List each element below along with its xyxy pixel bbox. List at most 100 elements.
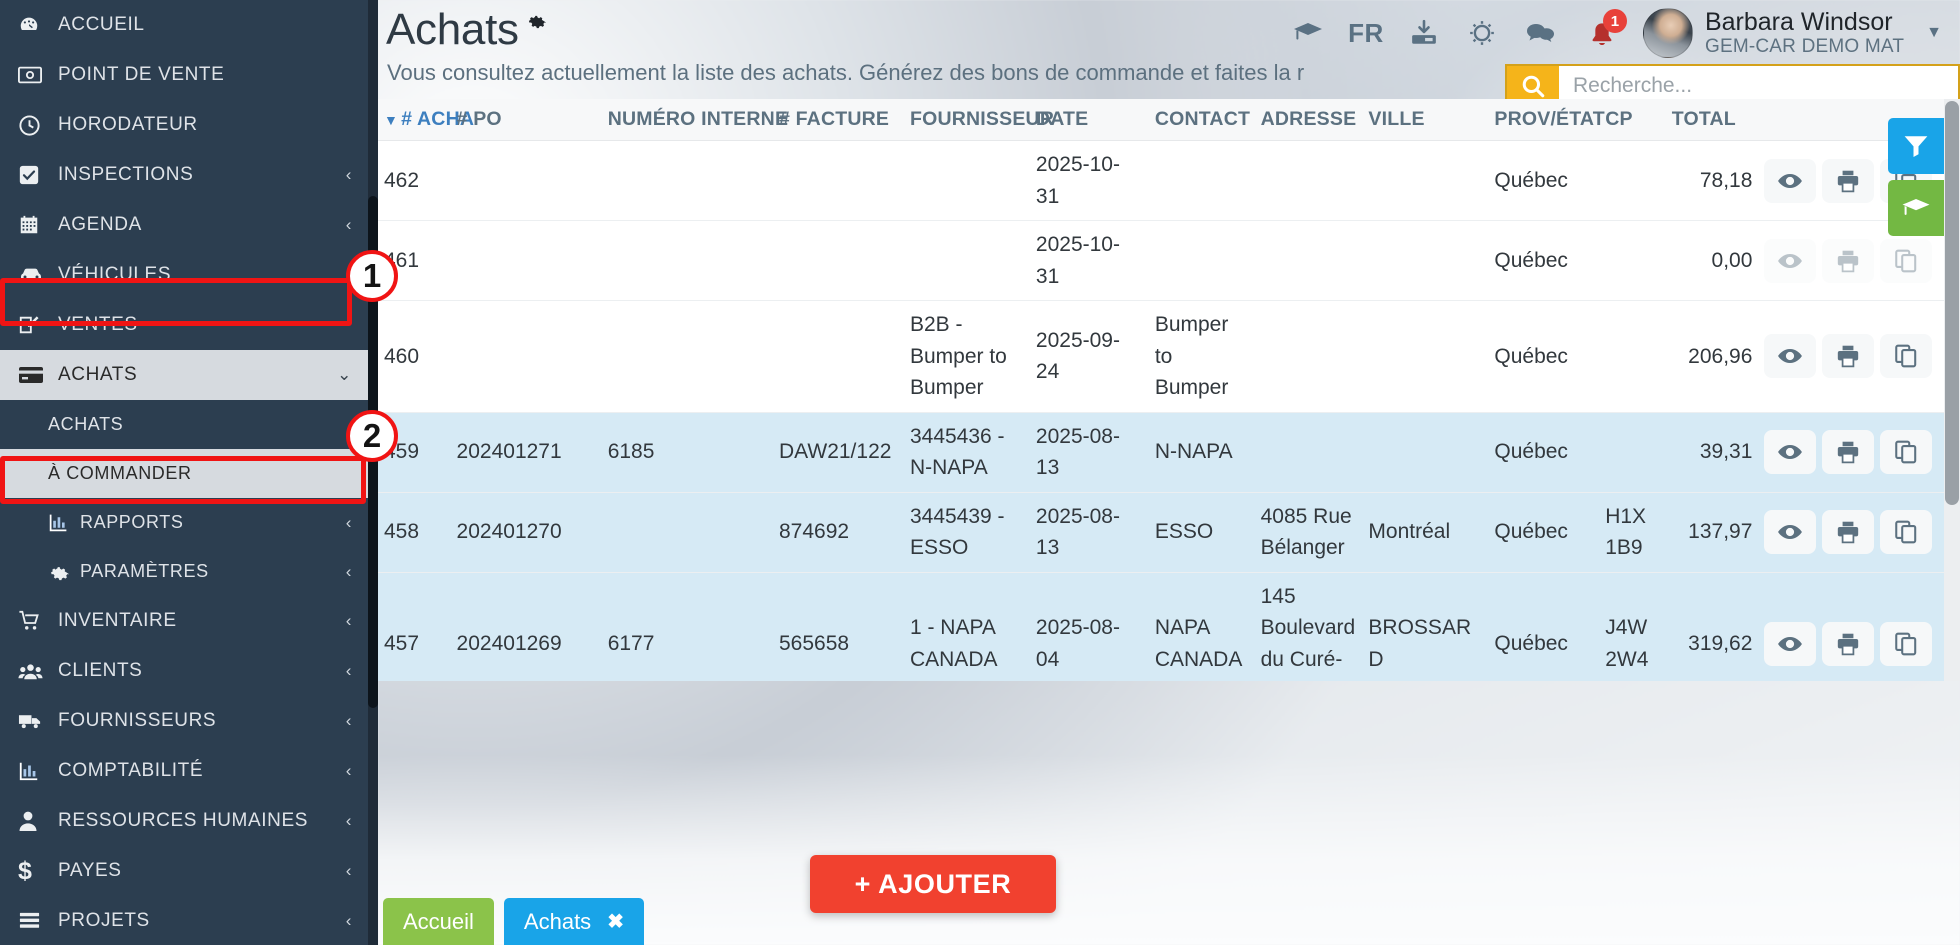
table-row[interactable]: 460 B2B - Bumper to Bumper 2025-09-24 Bumpe… xyxy=(378,300,1960,413)
table-header-row: ▼ # ACHA # PO NUMÉRO INTERNE # FACTURE FO… xyxy=(378,99,1960,141)
sidebar-item-agenda[interactable]: AGENDA ‹ xyxy=(0,200,378,250)
table-row[interactable]: 462 2025-10-31 Québec 78,18 xyxy=(378,140,1960,221)
annotation-label: 1 xyxy=(362,257,382,294)
cell-ville xyxy=(1362,412,1489,493)
sidebar-item-horodateur[interactable]: INSPECTIONS HORODATEUR xyxy=(0,100,378,150)
add-button[interactable]: + AJOUTER xyxy=(810,855,1056,913)
copy-icon[interactable] xyxy=(1880,510,1933,554)
column-header-prov-etat[interactable]: PROV/ÉTAT xyxy=(1488,99,1605,141)
printer-icon[interactable] xyxy=(1822,158,1875,203)
chevron-down-icon[interactable]: ▼ xyxy=(1926,24,1942,41)
cell-adresse xyxy=(1254,412,1363,493)
sidebar-subitem-a-commander[interactable]: À COMMANDER xyxy=(0,449,378,498)
table-row[interactable]: 458 202401270 874692 3445439 - ESSO 2025-08-… xyxy=(378,492,1960,573)
bottom-tab-accueil[interactable]: Accueil xyxy=(383,898,494,945)
filter-icon xyxy=(1903,134,1929,158)
avatar xyxy=(1642,8,1693,58)
sidebar-subitem-parametres[interactable]: PARAMÈTRES ‹ xyxy=(0,547,378,596)
language-icon[interactable]: FR xyxy=(1348,17,1384,48)
sidebar-item-inspections[interactable]: INSPECTIONS ‹ xyxy=(0,150,378,200)
cell-numero-interne xyxy=(601,140,773,221)
column-header-facture[interactable]: # FACTURE xyxy=(772,99,904,141)
cell-actions xyxy=(1758,492,1960,573)
sidebar-item-ressources-humaines[interactable]: RESSOURCES HUMAINES ‹ xyxy=(0,796,378,846)
column-header-cp[interactable]: CP xyxy=(1599,99,1666,141)
sidebar-item-comptabilite[interactable]: COMPTABILITÉ ‹ xyxy=(0,746,378,796)
chevron-left-icon: ‹ xyxy=(345,711,352,730)
sidebar-item-payes[interactable]: $ PAYES ‹ xyxy=(0,846,378,896)
column-header-po[interactable]: # PO xyxy=(450,99,602,141)
notifications-bell[interactable]: 1 xyxy=(1569,8,1635,58)
eye-icon[interactable] xyxy=(1764,238,1817,283)
sidebar-item-inventaire[interactable]: INVENTAIRE ‹ xyxy=(0,596,378,646)
column-header-total[interactable]: TOTAL xyxy=(1665,99,1759,141)
close-icon[interactable]: ✖ xyxy=(607,911,624,933)
copy-icon[interactable] xyxy=(1880,430,1933,474)
sidebar-item-vehicules[interactable]: VÉHICULES ‹ xyxy=(0,250,378,300)
column-header-numero-interne[interactable]: NUMÉRO INTERNE xyxy=(601,99,788,141)
sidebar-item-clients[interactable]: CLIENTS ‹ xyxy=(0,646,378,696)
sidebar-item-accueil[interactable]: ACCUEIL xyxy=(0,0,378,50)
sidebar-item-point-de-vente[interactable]: POINT DE VENTE xyxy=(0,50,378,100)
table-row[interactable]: 457 202401269 6177 565658 1 - NAPA CANADA 202… xyxy=(378,572,1960,681)
eye-icon[interactable] xyxy=(1764,621,1817,666)
bar-chart-icon xyxy=(18,760,58,782)
table-row[interactable]: 461 2025-10-31 Québec 0,00 xyxy=(378,220,1960,301)
graduation-cap-icon[interactable] xyxy=(1279,8,1337,58)
column-header-fournisseur[interactable]: FOURNISSEUR xyxy=(903,99,1054,141)
column-header-contact[interactable]: CONTACT xyxy=(1148,99,1255,141)
cell-prov: Québec xyxy=(1488,572,1600,681)
column-header-acha[interactable]: ▼ # ACHA xyxy=(378,99,474,141)
printer-icon[interactable] xyxy=(1822,621,1875,666)
column-header-adresse[interactable]: ADRESSE xyxy=(1254,99,1363,141)
printer-icon[interactable] xyxy=(1822,238,1875,283)
column-header-date[interactable]: DATE xyxy=(1029,99,1149,141)
copy-icon[interactable] xyxy=(1880,238,1933,283)
cell-numero-interne xyxy=(601,220,773,301)
sidebar-item-label: FOURNISSEURS xyxy=(58,710,217,731)
copy-icon[interactable] xyxy=(1880,334,1933,379)
cell-contact: ESSO xyxy=(1148,492,1255,573)
training-tab[interactable] xyxy=(1888,180,1944,236)
cell-contact xyxy=(1148,140,1255,221)
sidebar-item-fournisseurs[interactable]: FOURNISSEURS ‹ xyxy=(0,696,378,746)
bar-chart-icon xyxy=(36,512,80,533)
table-scrollbar-thumb[interactable] xyxy=(1945,101,1959,505)
cell-date: 2025-08-13 xyxy=(1029,412,1149,493)
cell-acha: 457 xyxy=(378,572,451,681)
download-icon[interactable] xyxy=(1395,8,1453,58)
cell-ville xyxy=(1362,220,1489,301)
column-header-ville[interactable]: VILLE xyxy=(1362,99,1489,141)
chevron-left-icon: ‹ xyxy=(345,661,352,680)
sidebar-item-label: ACHATS xyxy=(58,364,138,385)
cell-facture xyxy=(772,220,904,301)
sidebar-item-ventes[interactable]: VENTES xyxy=(0,300,378,350)
page-subtitle: Vous consultez actuellement la liste des… xyxy=(387,60,1305,85)
sidebar-scrollbar-track[interactable] xyxy=(368,0,378,945)
printer-icon[interactable] xyxy=(1822,510,1875,554)
sidebar-subitem-rapports[interactable]: RAPPORTS ‹ xyxy=(0,498,378,547)
chat-icon[interactable] xyxy=(1511,8,1569,58)
cell-actions xyxy=(1758,572,1960,681)
user-menu[interactable]: Barbara Windsor GEM-CAR DEMO MAT ▼ xyxy=(1635,8,1948,59)
sidebar-item-projets[interactable]: PROJETS ‹ xyxy=(0,896,378,945)
eye-icon[interactable] xyxy=(1764,510,1817,554)
settings-sun-icon[interactable] xyxy=(1453,8,1511,58)
gear-icon[interactable] xyxy=(526,10,546,30)
sidebar-subitem-achats[interactable]: ACHATS xyxy=(0,400,378,449)
column-header-label: # ACHA xyxy=(401,108,475,130)
purchases-table: ▼ # ACHA # PO NUMÉRO INTERNE # FACTURE FO… xyxy=(378,99,1960,681)
bottom-tab-achats[interactable]: Achats ✖ xyxy=(503,898,644,945)
eye-icon[interactable] xyxy=(1764,158,1817,203)
printer-icon[interactable] xyxy=(1822,430,1875,474)
eye-icon[interactable] xyxy=(1764,430,1817,474)
filter-tab[interactable] xyxy=(1888,118,1944,174)
table-row[interactable]: 459 202401271 6185 DAW21/122 3445436 - N-NAP… xyxy=(378,412,1960,493)
eye-icon[interactable] xyxy=(1764,334,1817,379)
cell-acha: 458 xyxy=(378,492,451,573)
sidebar-subitem-label: PARAMÈTRES xyxy=(80,561,209,581)
copy-icon[interactable] xyxy=(1880,621,1933,666)
sidebar-item-achats[interactable]: ACHATS ⌄ xyxy=(0,350,378,400)
bottom-tab-label: Accueil xyxy=(403,908,474,934)
printer-icon[interactable] xyxy=(1822,334,1875,379)
